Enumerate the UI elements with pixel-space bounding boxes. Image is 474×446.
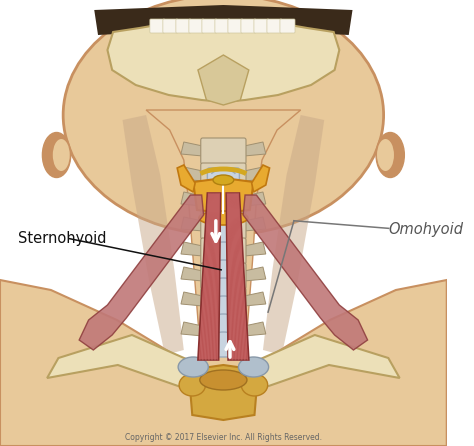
Polygon shape (193, 178, 254, 213)
FancyBboxPatch shape (201, 263, 246, 289)
Ellipse shape (179, 21, 268, 39)
Text: Sternohyoid: Sternohyoid (18, 231, 106, 246)
Ellipse shape (53, 139, 70, 171)
Polygon shape (122, 115, 184, 355)
Ellipse shape (179, 374, 205, 396)
Polygon shape (198, 193, 220, 360)
Polygon shape (79, 195, 204, 350)
Polygon shape (181, 267, 203, 281)
Polygon shape (181, 322, 203, 336)
FancyBboxPatch shape (202, 19, 217, 33)
Polygon shape (181, 167, 203, 181)
FancyBboxPatch shape (201, 138, 246, 164)
Ellipse shape (199, 211, 248, 225)
FancyBboxPatch shape (201, 163, 246, 189)
Polygon shape (244, 167, 266, 181)
Ellipse shape (178, 357, 208, 377)
Polygon shape (244, 292, 266, 306)
Polygon shape (198, 55, 249, 105)
Ellipse shape (241, 374, 268, 396)
FancyBboxPatch shape (176, 19, 191, 33)
FancyBboxPatch shape (189, 19, 204, 33)
Polygon shape (249, 335, 400, 388)
Polygon shape (181, 142, 203, 156)
FancyBboxPatch shape (228, 19, 243, 33)
FancyBboxPatch shape (201, 318, 246, 344)
Ellipse shape (213, 175, 234, 185)
Polygon shape (244, 242, 266, 256)
Polygon shape (244, 192, 266, 206)
Ellipse shape (376, 132, 404, 178)
Polygon shape (226, 193, 249, 360)
Polygon shape (146, 110, 301, 370)
FancyBboxPatch shape (150, 19, 165, 33)
FancyBboxPatch shape (215, 19, 230, 33)
Polygon shape (244, 267, 266, 281)
Ellipse shape (200, 370, 247, 390)
Ellipse shape (377, 139, 394, 171)
Polygon shape (244, 322, 266, 336)
Polygon shape (189, 365, 258, 420)
Polygon shape (263, 115, 324, 355)
Polygon shape (0, 280, 447, 446)
Polygon shape (244, 142, 266, 156)
FancyBboxPatch shape (163, 19, 178, 33)
Polygon shape (252, 165, 270, 192)
Text: Omohyoid: Omohyoid (389, 222, 464, 237)
Polygon shape (181, 292, 203, 306)
Polygon shape (181, 217, 203, 231)
Polygon shape (243, 195, 367, 350)
Polygon shape (47, 335, 198, 388)
Polygon shape (94, 5, 353, 35)
Polygon shape (108, 20, 339, 102)
Polygon shape (181, 192, 203, 206)
FancyBboxPatch shape (207, 168, 239, 357)
FancyBboxPatch shape (201, 213, 246, 239)
FancyBboxPatch shape (254, 19, 269, 33)
Ellipse shape (238, 357, 269, 377)
FancyBboxPatch shape (201, 188, 246, 214)
FancyBboxPatch shape (280, 19, 295, 33)
Polygon shape (177, 165, 195, 192)
FancyBboxPatch shape (201, 288, 246, 314)
FancyBboxPatch shape (208, 179, 238, 356)
FancyBboxPatch shape (201, 238, 246, 264)
FancyBboxPatch shape (241, 19, 256, 33)
Ellipse shape (42, 132, 71, 178)
Ellipse shape (63, 0, 383, 235)
FancyBboxPatch shape (267, 19, 282, 33)
Text: Copyright © 2017 Elsevier Inc. All Rights Reserved.: Copyright © 2017 Elsevier Inc. All Right… (125, 434, 322, 442)
Polygon shape (181, 242, 203, 256)
Polygon shape (244, 217, 266, 231)
